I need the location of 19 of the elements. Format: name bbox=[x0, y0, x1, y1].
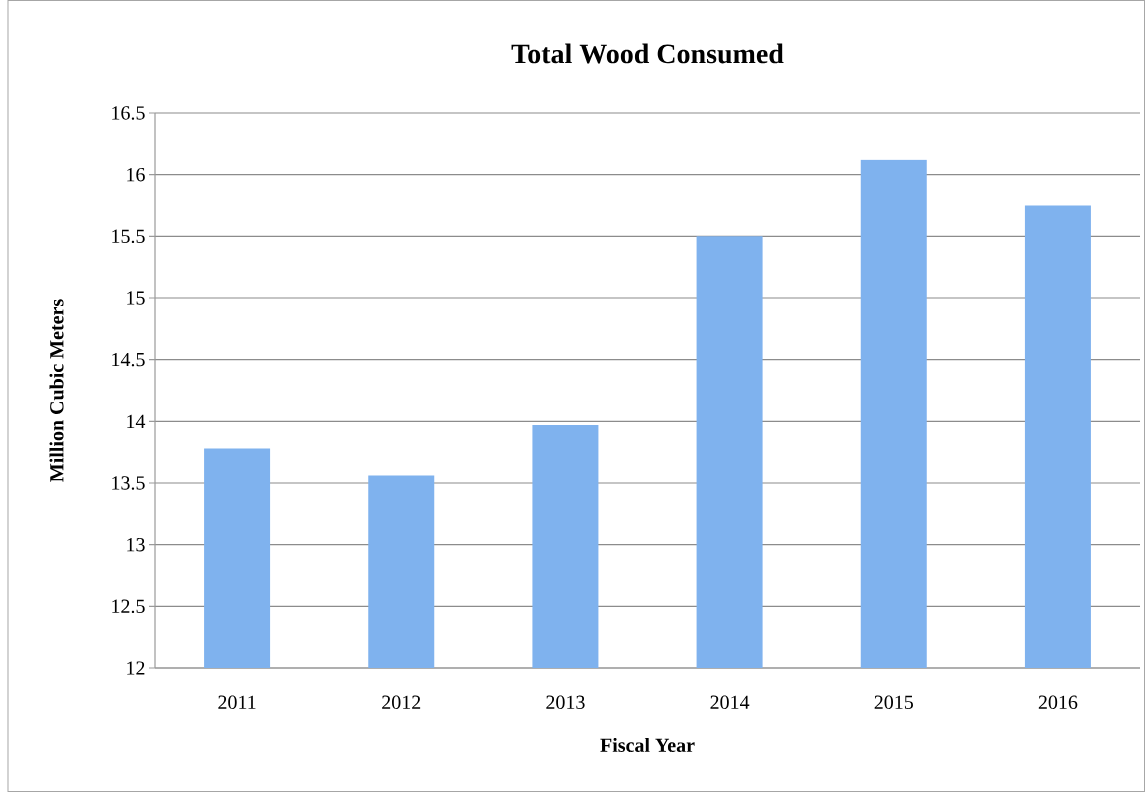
y-tick-label: 12 bbox=[127, 661, 145, 675]
y-tick-label: 16 bbox=[127, 167, 145, 182]
y-tick-label: 15.5 bbox=[112, 229, 145, 244]
y-tick-label: 14 bbox=[127, 414, 146, 428]
x-tick-label: 2014 bbox=[710, 695, 750, 710]
y-tick-label: 16.5 bbox=[112, 106, 145, 120]
x-tick-label: 2015 bbox=[874, 695, 913, 710]
y-tick-label: 14.5 bbox=[112, 352, 145, 367]
x-tick-label: 2011 bbox=[218, 695, 256, 710]
y-tick-label: 13.5 bbox=[112, 476, 145, 490]
y-axis-title: Million Cubic Meters bbox=[49, 299, 64, 482]
x-tick-label: 2016 bbox=[1038, 695, 1078, 710]
chart-title: Total Wood Consumed bbox=[511, 43, 784, 64]
y-tick-label: 13 bbox=[127, 537, 145, 552]
x-tick-label: 2013 bbox=[546, 695, 585, 710]
y-tick-label: 12.5 bbox=[112, 599, 145, 614]
y-tick-label: 15 bbox=[127, 291, 145, 305]
x-tick-label: 2012 bbox=[382, 695, 421, 710]
x-axis-title: Fiscal Year bbox=[600, 737, 695, 752]
